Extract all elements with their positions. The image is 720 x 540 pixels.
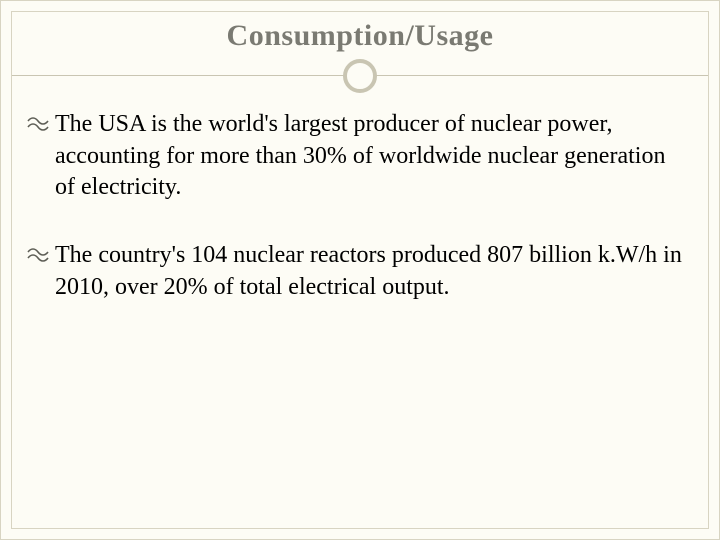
title-circle-ornament [343,59,377,93]
bullet-text: The country's 104 nuclear reactors produ… [55,242,682,300]
slide: Consumption/Usage The USA is the world's… [0,0,720,540]
slide-title: Consumption/Usage [1,19,719,53]
scribble-bullet-icon [27,246,49,264]
title-wrap: Consumption/Usage [1,19,719,53]
scribble-bullet-icon [27,115,49,133]
content-area: The USA is the world's largest producer … [27,109,683,339]
bullet-item: The USA is the world's largest producer … [27,109,683,204]
bullet-item: The country's 104 nuclear reactors produ… [27,240,683,303]
bullet-text: The USA is the world's largest producer … [55,111,665,200]
